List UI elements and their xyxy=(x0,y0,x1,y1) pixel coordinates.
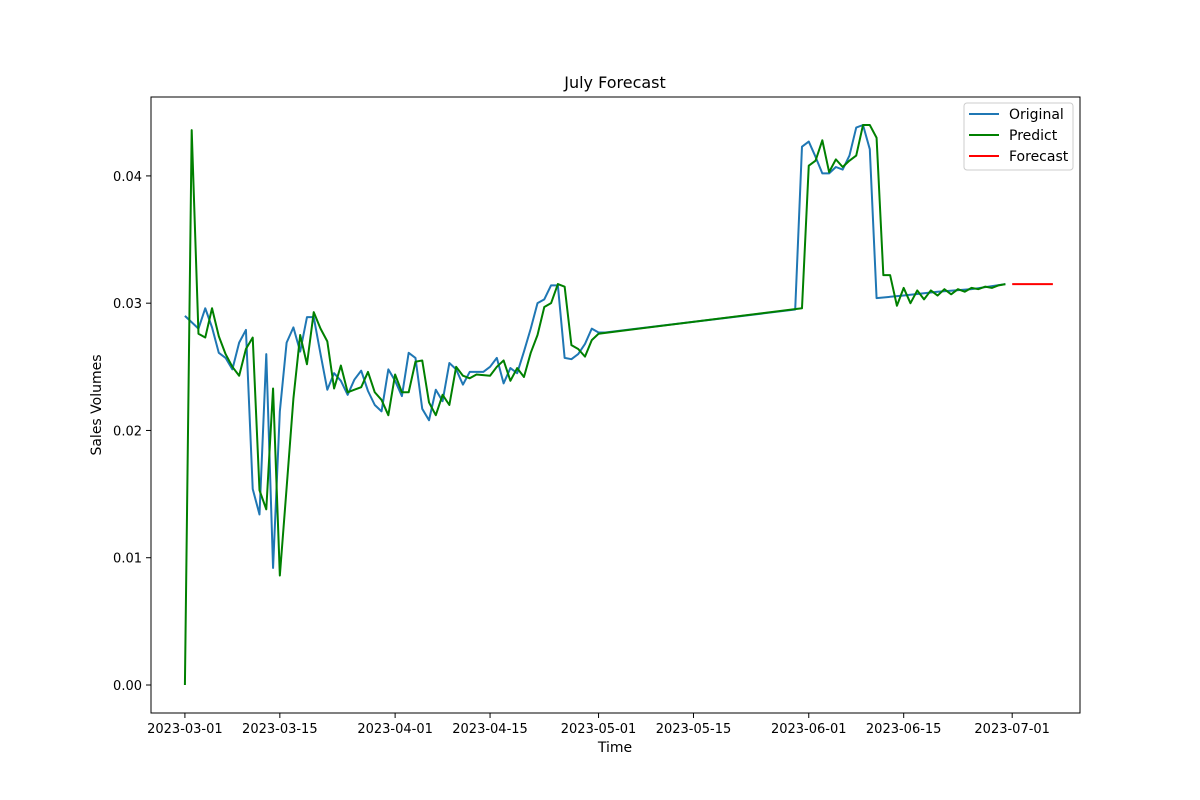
x-tick-label: 2023-05-15 xyxy=(656,722,732,737)
y-axis-label: Sales Volumes xyxy=(89,354,105,455)
legend-label-predict: Predict xyxy=(1009,128,1058,144)
chart-title: July Forecast xyxy=(563,73,666,92)
x-tick-label: 2023-07-01 xyxy=(974,722,1050,737)
x-axis-label: Time xyxy=(597,740,632,756)
plot-area xyxy=(183,124,1053,686)
x-tick-label: 2023-03-15 xyxy=(242,722,318,737)
y-axis: 0.00 0.01 0.02 0.03 0.04 xyxy=(113,170,151,694)
x-axis: 2023-03-01 2023-03-15 2023-04-01 2023-04-15… xyxy=(147,713,1050,737)
y-tick-label: 0.00 xyxy=(113,679,142,694)
y-tick-label: 0.03 xyxy=(113,297,142,312)
series-line-original xyxy=(184,124,1006,569)
legend-label-original: Original xyxy=(1009,107,1064,123)
y-tick-label: 0.02 xyxy=(113,424,142,439)
plot-frame xyxy=(150,96,1081,714)
legend: Original Predict Forecast xyxy=(963,102,1074,171)
y-tick-label: 0.04 xyxy=(113,170,142,185)
x-tick-label: 2023-06-01 xyxy=(771,722,847,737)
x-tick-label: 2023-05-01 xyxy=(561,722,637,737)
y-tick-label: 0.01 xyxy=(113,552,142,567)
x-tick-label: 2023-04-01 xyxy=(357,722,433,737)
legend-box xyxy=(963,102,1074,171)
series-line-predict xyxy=(183,124,1006,686)
x-tick-label: 2023-04-15 xyxy=(452,722,528,737)
x-tick-label: 2023-03-01 xyxy=(147,722,223,737)
legend-label-forecast: Forecast xyxy=(1009,149,1069,165)
x-tick-label: 2023-06-15 xyxy=(866,722,942,737)
